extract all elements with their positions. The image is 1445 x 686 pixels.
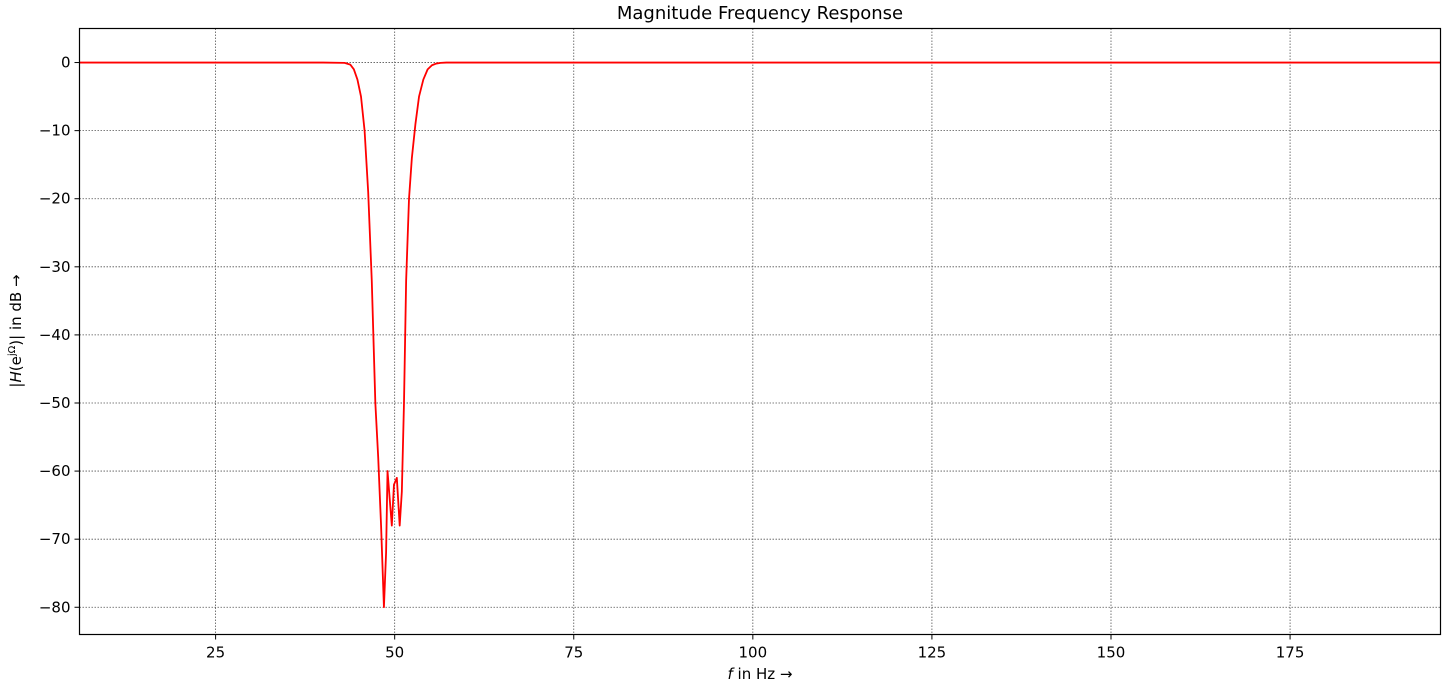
chart-title: Magnitude Frequency Response <box>617 3 903 24</box>
x-axis-label-italic: f <box>728 665 736 683</box>
y-tick-label: −10 <box>39 122 71 140</box>
x-tick-label: 150 <box>1097 644 1126 662</box>
y-axis-label-e: (e <box>7 356 25 371</box>
x-tick-label: 50 <box>385 644 404 662</box>
x-tick-label: 125 <box>918 644 947 662</box>
series-layer <box>79 61 1441 609</box>
x-tick-label: 175 <box>1276 644 1305 662</box>
y-axis-label-sup: jΩ <box>7 345 18 357</box>
grid-layer <box>79 28 1441 635</box>
y-tick-label: −80 <box>39 598 71 616</box>
plot-frame <box>78 27 1442 636</box>
y-axis-label-h: H <box>7 371 25 382</box>
y-tick-label: −30 <box>39 258 71 276</box>
y-tick-label: −20 <box>39 190 71 208</box>
x-tick-label: 100 <box>739 644 768 662</box>
x-tick-label: 25 <box>206 644 225 662</box>
x-axis-label-rest: in Hz → <box>733 665 793 683</box>
y-tick-label: −40 <box>39 326 71 344</box>
y-tick-label: −70 <box>39 530 71 548</box>
y-axis-label-bar: | <box>7 383 25 388</box>
tick-layer: 25 50 75 100 125 150 175 0 −10 −20 −30 −40 −50 −60 −70… <box>39 54 1305 662</box>
magnitude-response-line <box>79 61 1441 609</box>
y-axis-label: |H(ejΩ)| in dB → <box>7 274 25 387</box>
y-axis-label-rest: )| in dB → <box>7 274 25 345</box>
y-tick-label: −50 <box>39 394 71 412</box>
x-tick-label: 75 <box>564 644 583 662</box>
y-tick-label: 0 <box>61 54 71 72</box>
y-tick-label: −60 <box>39 462 71 480</box>
x-axis-label: f in Hz → <box>728 665 793 683</box>
